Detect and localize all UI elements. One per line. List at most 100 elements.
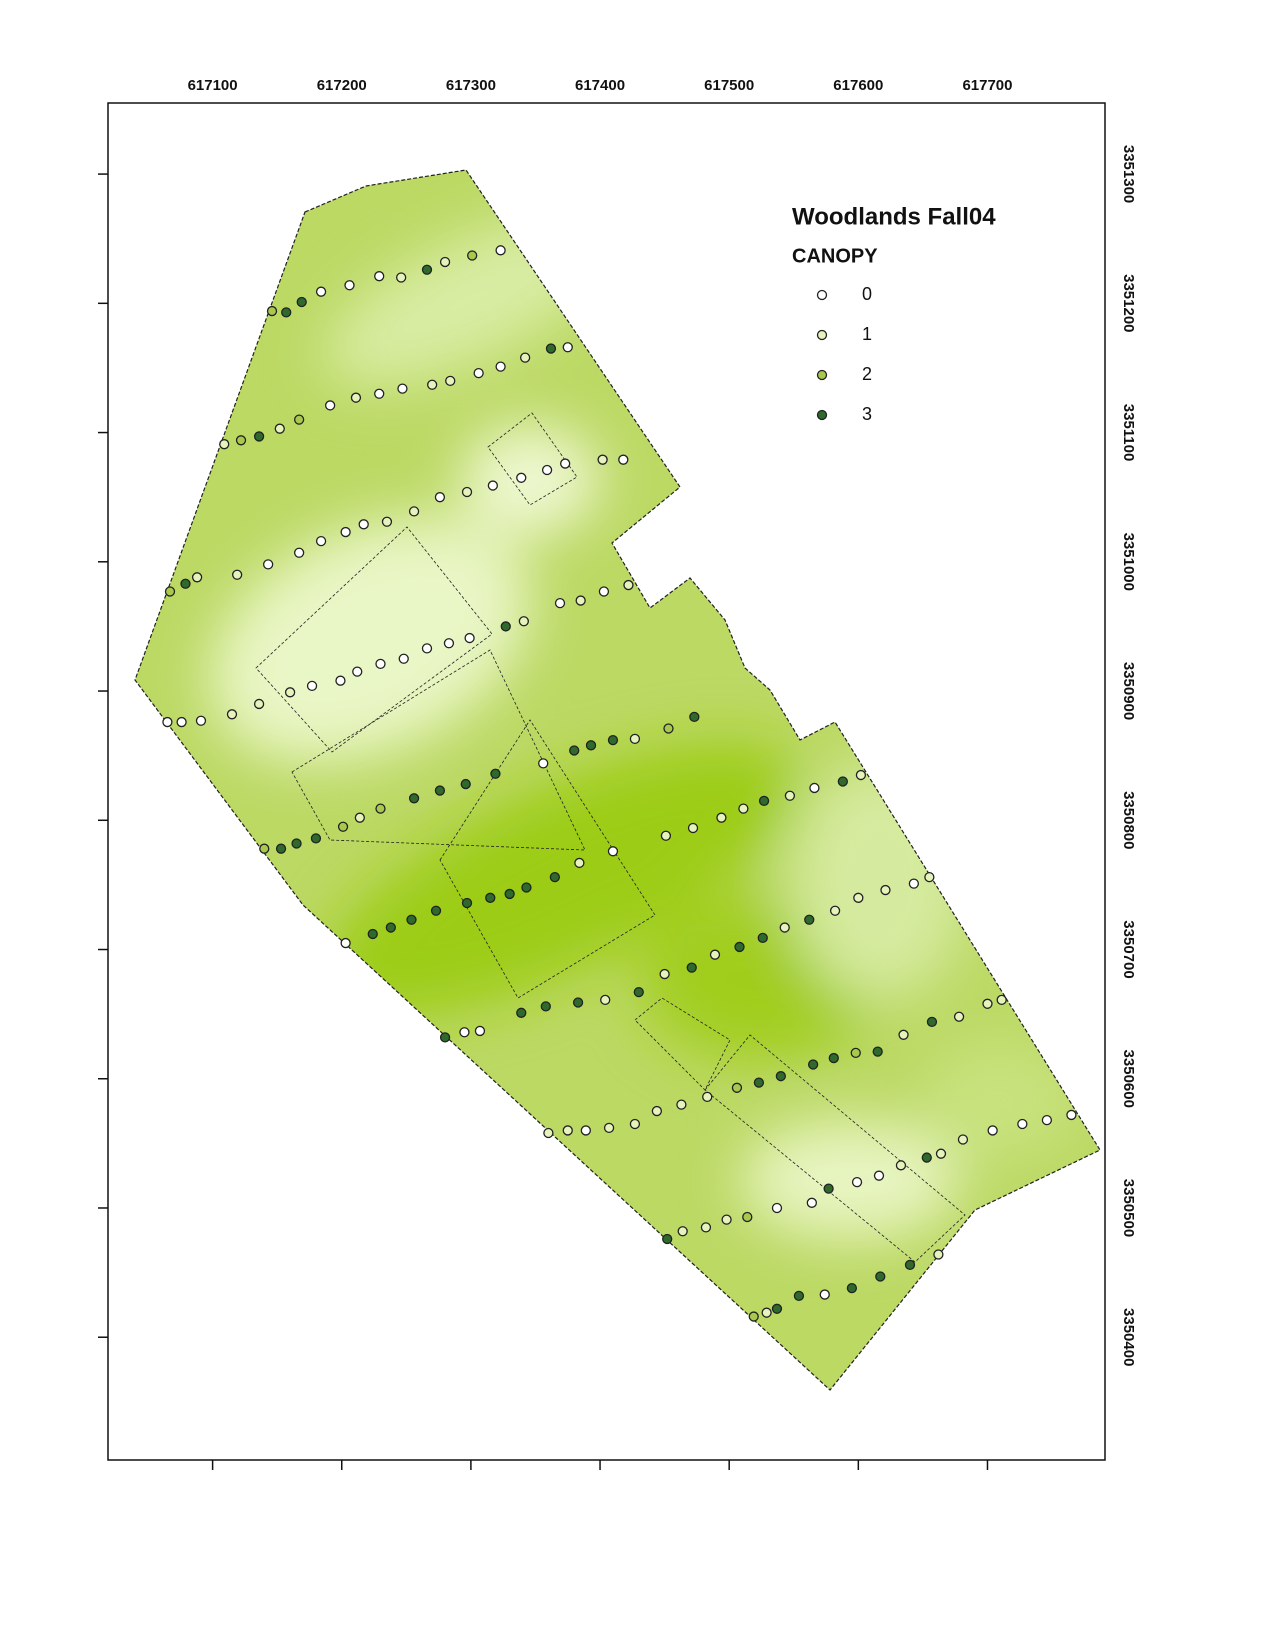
sample-point <box>490 768 501 779</box>
sample-point <box>554 598 566 609</box>
sample-point <box>421 643 433 654</box>
sample-point <box>315 286 327 297</box>
sample-point <box>461 486 473 498</box>
sample-point <box>926 1016 938 1028</box>
sample-point <box>663 723 674 734</box>
sample-point <box>284 687 296 698</box>
sample-point <box>367 928 378 940</box>
sample-point <box>275 843 287 854</box>
sample-point <box>793 1290 805 1302</box>
sample-point <box>855 769 867 781</box>
sample-point <box>176 716 187 728</box>
sample-point <box>253 698 265 710</box>
sample-point <box>434 492 446 503</box>
legend-title: CANOPY <box>792 245 878 267</box>
y-tick-label: 3350500 <box>1120 1179 1137 1237</box>
sample-point <box>618 454 629 465</box>
sample-point <box>953 1011 965 1022</box>
sample-point <box>374 388 385 399</box>
sample-point <box>982 998 993 1009</box>
sample-point <box>742 1211 753 1223</box>
sample-point <box>702 1091 713 1102</box>
sample-point <box>771 1303 783 1314</box>
sample-point <box>771 1202 783 1214</box>
sample-point <box>518 616 529 627</box>
sample-point <box>310 833 322 844</box>
sample-point <box>660 830 672 841</box>
sample-point <box>549 871 560 883</box>
y-tick-label: 3350400 <box>1120 1308 1137 1366</box>
sample-point <box>219 439 230 450</box>
sample-point <box>340 526 351 538</box>
x-tick-label: 617100 <box>188 77 238 94</box>
sample-point <box>191 572 203 583</box>
sample-point <box>603 1122 615 1134</box>
sample-point <box>607 846 619 857</box>
sample-point <box>716 812 727 823</box>
y-tick-label: 3351300 <box>1120 145 1137 203</box>
y-tick-label: 3350700 <box>1120 920 1137 978</box>
y-tick-label: 3351100 <box>1120 404 1137 462</box>
sample-point <box>809 782 820 794</box>
sample-point <box>935 1148 947 1159</box>
map-frame <box>107 102 1106 1461</box>
sample-point <box>467 250 478 261</box>
sample-point <box>162 716 173 728</box>
sample-point <box>231 569 243 580</box>
sample-point <box>677 1226 688 1237</box>
x-tick-label: 617400 <box>575 77 625 94</box>
sample-point <box>872 1046 883 1057</box>
sample-point <box>335 675 346 686</box>
sample-point <box>908 878 920 889</box>
sample-point <box>731 1082 743 1093</box>
legend-label: 2 <box>862 364 872 384</box>
sample-point <box>700 1222 712 1233</box>
sample-point <box>296 296 307 308</box>
sample-point <box>738 803 749 814</box>
sample-point <box>600 994 611 1006</box>
sample-point <box>358 519 369 530</box>
sample-point <box>804 914 815 925</box>
sample-point <box>226 709 238 720</box>
sample-point <box>823 1183 834 1194</box>
sample-point <box>430 905 442 916</box>
sample-point <box>381 516 393 527</box>
sample-point <box>898 1029 909 1040</box>
legend-swatch <box>816 329 828 341</box>
sample-point <box>629 1118 641 1130</box>
legend-label: 1 <box>862 324 872 344</box>
sample-point <box>406 914 417 925</box>
sample-point <box>421 264 433 275</box>
x-tick-label: 617500 <box>704 77 754 94</box>
sample-point <box>623 579 634 591</box>
legend-swatch <box>816 409 828 421</box>
sample-point <box>344 280 355 291</box>
sample-point <box>895 1160 907 1171</box>
sample-point <box>676 1099 687 1110</box>
sample-point <box>987 1125 998 1136</box>
sample-point <box>753 1077 765 1088</box>
sample-point <box>880 884 891 896</box>
sample-point <box>259 843 270 854</box>
sample-point <box>837 776 848 787</box>
legend-swatch <box>816 369 828 381</box>
sample-point <box>164 586 176 597</box>
legend-label: 3 <box>862 404 872 424</box>
sample-point <box>850 1047 861 1059</box>
sample-point <box>651 1105 663 1117</box>
sample-point <box>686 962 697 973</box>
sample-point <box>829 905 841 916</box>
sample-point <box>397 383 408 394</box>
sample-point <box>572 997 584 1008</box>
sample-point <box>274 423 285 434</box>
sample-point <box>385 922 396 933</box>
sample-point <box>807 1059 819 1070</box>
y-tick-label: 3350600 <box>1120 1050 1137 1108</box>
sample-point <box>398 653 409 664</box>
sample-point <box>235 435 247 446</box>
sample-point <box>375 803 386 814</box>
sample-point <box>354 812 365 823</box>
sample-point <box>873 1170 885 1181</box>
map-title: Woodlands Fall04 <box>792 203 996 230</box>
